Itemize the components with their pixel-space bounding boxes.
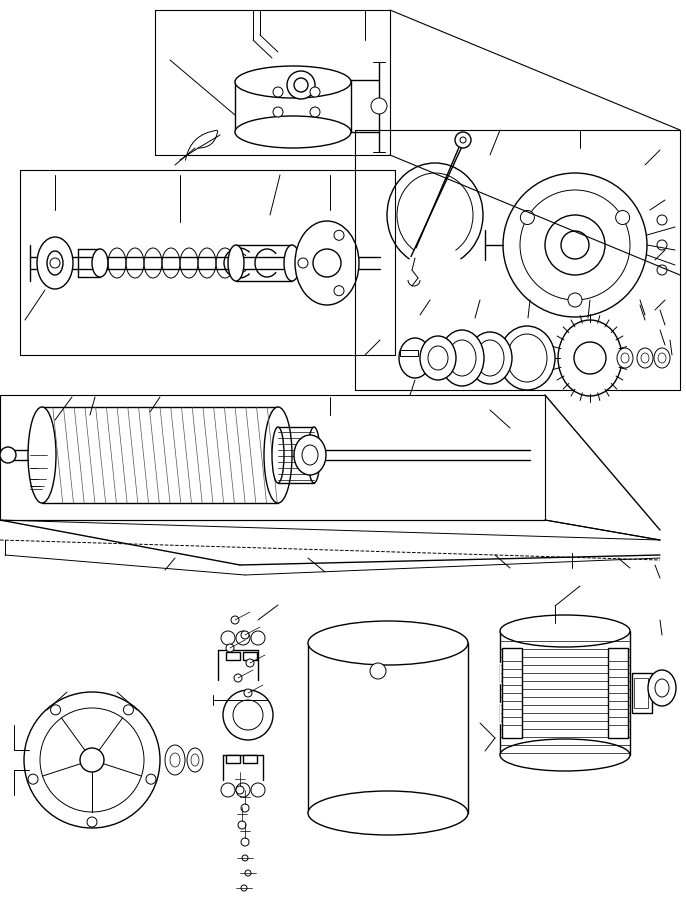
Ellipse shape — [308, 791, 468, 835]
Circle shape — [242, 855, 248, 861]
Bar — [226, 755, 240, 763]
Ellipse shape — [500, 739, 630, 771]
Ellipse shape — [637, 348, 653, 368]
Ellipse shape — [284, 245, 300, 281]
Ellipse shape — [520, 190, 630, 300]
Ellipse shape — [641, 353, 649, 363]
Ellipse shape — [654, 348, 670, 368]
Circle shape — [236, 786, 244, 794]
Bar — [632, 673, 652, 713]
Bar — [226, 652, 240, 660]
Circle shape — [233, 700, 263, 730]
Ellipse shape — [235, 116, 351, 148]
Circle shape — [371, 98, 387, 114]
Ellipse shape — [440, 330, 484, 386]
Ellipse shape — [420, 336, 456, 380]
Circle shape — [80, 748, 104, 772]
Circle shape — [241, 631, 249, 639]
Ellipse shape — [295, 221, 359, 305]
Ellipse shape — [264, 407, 292, 503]
Ellipse shape — [302, 445, 318, 465]
Ellipse shape — [655, 679, 669, 697]
Circle shape — [241, 838, 249, 846]
Ellipse shape — [507, 334, 547, 382]
Ellipse shape — [499, 326, 555, 390]
Circle shape — [298, 258, 308, 268]
Ellipse shape — [235, 66, 351, 98]
Ellipse shape — [92, 249, 108, 277]
Circle shape — [334, 230, 344, 240]
Circle shape — [241, 804, 249, 812]
Circle shape — [24, 692, 160, 828]
Ellipse shape — [313, 249, 341, 277]
Ellipse shape — [191, 754, 199, 766]
Ellipse shape — [28, 407, 56, 503]
Ellipse shape — [658, 353, 666, 363]
Circle shape — [87, 817, 97, 827]
Ellipse shape — [308, 427, 320, 483]
Circle shape — [40, 708, 144, 812]
Bar — [400, 350, 418, 356]
Ellipse shape — [574, 342, 606, 374]
Circle shape — [657, 265, 667, 275]
Circle shape — [51, 705, 60, 715]
Ellipse shape — [294, 435, 326, 475]
Circle shape — [310, 107, 320, 117]
Ellipse shape — [648, 670, 676, 706]
Circle shape — [238, 821, 246, 829]
Ellipse shape — [558, 320, 622, 396]
Circle shape — [241, 885, 247, 891]
Ellipse shape — [448, 340, 476, 376]
Bar — [243, 755, 257, 763]
Circle shape — [460, 137, 466, 143]
Circle shape — [50, 258, 60, 268]
Bar — [634, 678, 648, 708]
Ellipse shape — [187, 748, 203, 772]
Circle shape — [521, 211, 534, 225]
Ellipse shape — [476, 340, 504, 376]
Polygon shape — [502, 648, 522, 738]
Ellipse shape — [500, 615, 630, 647]
Circle shape — [245, 870, 251, 876]
Circle shape — [334, 286, 344, 296]
Ellipse shape — [545, 215, 605, 275]
Circle shape — [310, 87, 320, 97]
Bar — [243, 652, 257, 660]
Circle shape — [123, 705, 134, 715]
Circle shape — [370, 663, 386, 679]
Circle shape — [455, 132, 471, 148]
Circle shape — [223, 690, 273, 740]
Circle shape — [657, 215, 667, 225]
Ellipse shape — [170, 753, 180, 767]
Circle shape — [273, 107, 283, 117]
Ellipse shape — [37, 237, 73, 289]
Ellipse shape — [428, 346, 448, 370]
Ellipse shape — [228, 245, 244, 281]
Ellipse shape — [621, 353, 629, 363]
Circle shape — [231, 616, 239, 624]
Ellipse shape — [617, 348, 633, 368]
Circle shape — [287, 71, 315, 99]
Circle shape — [246, 659, 254, 667]
Ellipse shape — [561, 231, 589, 259]
Circle shape — [28, 774, 38, 784]
Circle shape — [226, 644, 234, 652]
Circle shape — [657, 240, 667, 250]
Circle shape — [146, 774, 156, 784]
Circle shape — [244, 689, 252, 697]
Ellipse shape — [308, 621, 468, 665]
Circle shape — [0, 447, 16, 463]
Ellipse shape — [272, 427, 284, 483]
Polygon shape — [608, 648, 628, 738]
Ellipse shape — [468, 332, 512, 384]
Circle shape — [615, 211, 630, 225]
Circle shape — [294, 78, 308, 92]
Circle shape — [568, 293, 582, 307]
Circle shape — [234, 674, 242, 682]
Ellipse shape — [165, 745, 185, 775]
Circle shape — [273, 87, 283, 97]
Ellipse shape — [503, 173, 647, 317]
Ellipse shape — [47, 251, 63, 275]
